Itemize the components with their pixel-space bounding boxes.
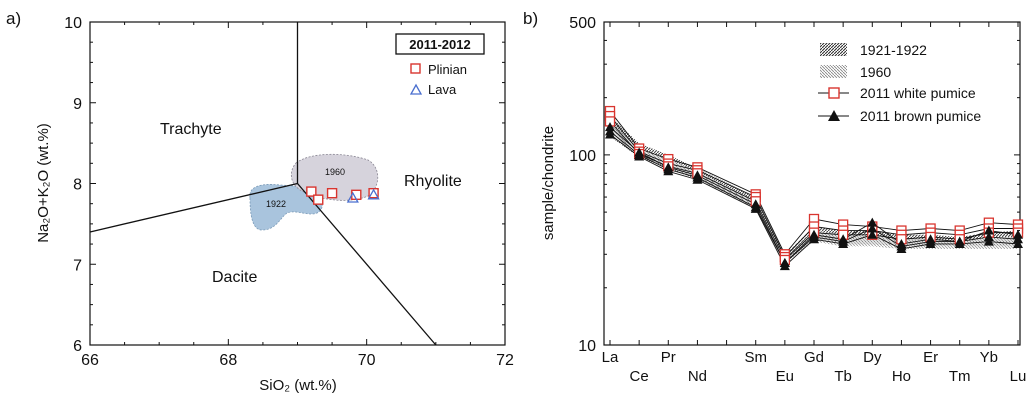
legend-swatch-1921-1922 bbox=[820, 43, 847, 56]
brown-pumice-point-2-Ho bbox=[896, 243, 907, 253]
legend-label-brown-pumice: 2011 brown pumice bbox=[860, 108, 981, 124]
b-x-tick-label-Tb: Tb bbox=[834, 368, 852, 385]
field-label-1922: 1922 bbox=[266, 199, 286, 209]
region-label-rhyolite: Rhyolite bbox=[404, 173, 462, 190]
panel-a-data-points bbox=[306, 186, 380, 205]
y-tick-label-10: 10 bbox=[64, 15, 82, 32]
panel-b-series-lines bbox=[604, 105, 1024, 271]
panel-a-y-axis-label: Na₂O+K₂O (wt.%) bbox=[35, 123, 52, 243]
field-label-1960: 1960 bbox=[325, 167, 345, 177]
b-y-tick-label-10: 10 bbox=[578, 338, 596, 355]
legend-label-white-pumice: 2011 white pumice bbox=[860, 85, 976, 101]
panel-b-ticks: 10 100 500 La Ce Pr Nd Sm Eu Gd Tb Dy Ho Er Tm Yb Lu bbox=[569, 15, 1026, 385]
plinian-point-2 bbox=[326, 187, 338, 199]
brown-pumice-point-1-Dy bbox=[867, 223, 878, 233]
y-tick-label-7: 7 bbox=[73, 257, 82, 274]
y-tick-label-8: 8 bbox=[73, 177, 82, 194]
legend-marker-brown-pumice bbox=[828, 110, 840, 121]
region-label-dacite: Dacite bbox=[212, 269, 257, 286]
brown-pumice-point-2-Dy bbox=[867, 229, 878, 239]
b-x-tick-label-Gd: Gd bbox=[804, 349, 824, 366]
brown-pumice-point-2-Pr bbox=[663, 166, 674, 176]
brown-pumice-point-2-Sm bbox=[750, 203, 761, 213]
brown-pumice-point-2-La bbox=[605, 129, 615, 139]
panel-a: a) Trachyte Rhyolite Dacite 1960 1922 66… bbox=[6, 9, 514, 394]
b-x-tick-label-La: La bbox=[602, 349, 619, 366]
legend-title: 2011-2012 bbox=[409, 37, 470, 52]
legend-marker-white-pumice bbox=[828, 87, 840, 99]
legend-label-1921-1922: 1921-1922 bbox=[860, 42, 927, 58]
x-tick-label-68: 68 bbox=[219, 352, 237, 369]
brown-pumice-point-1-Yb bbox=[983, 231, 994, 241]
brown-pumice-point-2-Ce bbox=[634, 151, 645, 161]
b-x-tick-label-Nd: Nd bbox=[688, 368, 707, 385]
y-tick-label-9: 9 bbox=[73, 96, 82, 113]
lava-point-1 bbox=[367, 188, 380, 200]
legend-swatch-1960 bbox=[820, 65, 847, 78]
brown-pumice-point-0-Yb bbox=[983, 225, 994, 235]
brown-pumice-point-2-Lu bbox=[1013, 238, 1023, 248]
brown-pumice-point-0-Dy bbox=[867, 217, 878, 227]
b-x-tick-label-Eu: Eu bbox=[776, 368, 794, 385]
panel-b: b) 10100500LaCePrNdSmEuGdTbDyHoErTmYbLu … bbox=[523, 9, 1026, 385]
legend-label-1960: 1960 bbox=[860, 64, 891, 80]
brown-pumice-point-2-Gd bbox=[809, 234, 819, 244]
x-tick-label-66: 66 bbox=[81, 352, 99, 369]
b-x-tick-label-Tm: Tm bbox=[949, 368, 971, 385]
boundary-line-2 bbox=[297, 183, 437, 346]
b-x-tick-label-Lu: Lu bbox=[1010, 368, 1027, 385]
panel-b-plot-frame bbox=[603, 21, 1021, 346]
brown-pumice-point-2-Eu bbox=[779, 261, 790, 271]
brown-pumice-point-2-Tb bbox=[838, 238, 849, 248]
panel-a-legend: 2011-2012 Plinian Lava bbox=[395, 33, 485, 97]
brown-pumice-point-2-Yb bbox=[983, 236, 994, 246]
brown-pumice-point-2-Tm bbox=[954, 238, 965, 248]
b-x-tick-label-Pr: Pr bbox=[661, 349, 676, 366]
b-y-tick-label-500: 500 bbox=[569, 15, 596, 32]
b-x-tick-label-Er: Er bbox=[923, 349, 938, 366]
boundary-line-0 bbox=[89, 182, 298, 233]
plinian-point-1 bbox=[313, 194, 324, 205]
brown-pumice-point-2-Er bbox=[925, 238, 936, 248]
region-label-trachyte: Trachyte bbox=[160, 121, 222, 138]
field-1922 bbox=[249, 184, 323, 231]
panel-b-y-axis-label: sample/chondrite bbox=[540, 126, 557, 240]
classification-boundaries bbox=[89, 22, 437, 346]
b-x-tick-label-Ho: Ho bbox=[892, 368, 911, 385]
legend-title-box bbox=[395, 33, 485, 55]
brown-pumice-point-1-Lu bbox=[1013, 234, 1023, 244]
x-tick-label-70: 70 bbox=[358, 352, 376, 369]
legend-label-lava: Lava bbox=[428, 82, 457, 97]
b-x-tick-label-Sm: Sm bbox=[744, 349, 767, 366]
panel-b-legend: 1921-1922 1960 2011 white pumice 2011 br… bbox=[818, 42, 981, 124]
y-tick-label-6: 6 bbox=[73, 338, 82, 355]
b-x-tick-label-Dy: Dy bbox=[863, 349, 882, 366]
plinian-point-0 bbox=[306, 186, 317, 197]
legend-label-plinian: Plinian bbox=[428, 62, 467, 77]
b-x-tick-label-Yb: Yb bbox=[980, 349, 998, 366]
brown-pumice-point-2-Nd bbox=[692, 174, 703, 184]
panel-a-ticks: 66 68 70 72 6 7 8 9 10 bbox=[64, 15, 514, 369]
b-y-tick-label-100: 100 bbox=[569, 148, 596, 165]
lava-point-0 bbox=[346, 191, 359, 203]
legend-marker-lava bbox=[409, 83, 423, 95]
b-x-tick-label-Ce: Ce bbox=[630, 368, 649, 385]
panel-a-x-axis-label: SiO₂ (wt.%) bbox=[259, 377, 337, 394]
panel-a-label: a) bbox=[6, 9, 21, 28]
x-tick-label-72: 72 bbox=[496, 352, 514, 369]
panel-b-label: b) bbox=[523, 9, 538, 28]
legend-marker-plinian bbox=[410, 63, 421, 74]
